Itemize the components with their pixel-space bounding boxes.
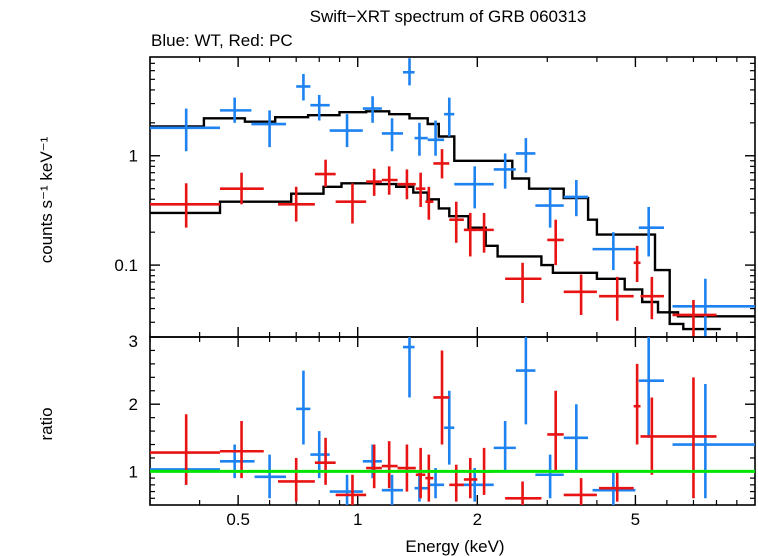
y-tick-label: 3 [129, 332, 138, 351]
x-axis-label: Energy (keV) [405, 537, 504, 556]
bottom-y-axis-label: ratio [37, 407, 56, 440]
chart-title: Swift−XRT spectrum of GRB 060313 [310, 7, 587, 26]
ratio-panel: 0.5 1 2 5 1 2 3 [129, 332, 756, 529]
top-y-axis-label: counts s⁻¹ keV⁻¹ [37, 136, 56, 263]
y-tick-label: 0.1 [114, 256, 138, 275]
spectrum-panel: 10.1 [114, 56, 756, 338]
y-tick-label: 1 [129, 462, 138, 481]
x-tick-label: 2 [473, 510, 482, 529]
plot-frame [149, 336, 756, 506]
x-tick-label: 5 [631, 510, 640, 529]
chart-subtitle: Blue: WT, Red: PC [151, 31, 293, 50]
model-line-pc [150, 182, 755, 318]
x-tick-label: 1 [353, 510, 362, 529]
y-tick-label: 1 [129, 147, 138, 166]
model-line-wt [150, 110, 721, 331]
y-tick-label: 2 [129, 395, 138, 414]
x-tick-label: 0.5 [226, 510, 250, 529]
